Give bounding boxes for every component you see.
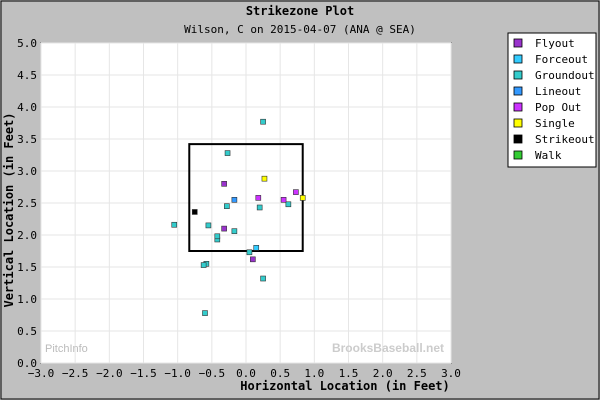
chart-subtitle: Wilson, C on 2015-04-07 (ANA @ SEA) xyxy=(184,23,416,36)
y-tick-label: 1.5 xyxy=(17,261,37,274)
point-groundout xyxy=(200,262,207,268)
y-tick-label: 1.0 xyxy=(17,293,37,306)
y-tick-label: 3.5 xyxy=(17,133,37,146)
x-tick-label: 0.5 xyxy=(270,367,290,380)
legend: Flyout Forceout Groundout Lineout Pop Out Sin… xyxy=(507,32,597,168)
legend-label-single: Single xyxy=(535,117,575,130)
x-tick-label: 3.0 xyxy=(441,367,461,380)
point-groundout xyxy=(202,310,208,316)
point-groundout xyxy=(205,222,212,229)
point-single xyxy=(261,175,268,182)
x-tick-label: −1.5 xyxy=(130,367,157,380)
point-flyout xyxy=(250,256,256,263)
legend-box xyxy=(507,32,597,168)
y-tick-label: 2.0 xyxy=(17,229,37,242)
legend-label-lineout: Lineout xyxy=(535,85,581,98)
x-tick-label: 0.0 xyxy=(236,367,256,380)
x-tick-label: 1.5 xyxy=(339,367,359,380)
legend-label-walk: Walk xyxy=(535,149,562,162)
legend-swatch-forceout xyxy=(513,54,523,64)
point-pop-out xyxy=(280,197,287,203)
point-groundout xyxy=(231,228,238,234)
point-flyout xyxy=(221,181,227,187)
point-flyout xyxy=(221,225,227,232)
y-tick-label: 3.0 xyxy=(17,165,37,178)
x-tick-label: 2.0 xyxy=(373,367,393,380)
legend-label-strikeout: Strikeout xyxy=(535,133,595,146)
point-strikeout xyxy=(191,209,198,215)
x-tick-label: 1.0 xyxy=(304,367,324,380)
y-tick-label: 5.0 xyxy=(17,37,37,50)
y-axis-label: Vertical Location (in Feet) xyxy=(2,112,16,307)
legend-label-forceout: Forceout xyxy=(535,53,588,66)
legend-label-flyout: Flyout xyxy=(535,37,575,50)
x-tick-label: −0.5 xyxy=(199,367,226,380)
x-tick-label: 2.5 xyxy=(407,367,427,380)
point-single xyxy=(299,195,306,201)
x-tick-label: −3.0 xyxy=(28,367,55,380)
x-tick-label: −1.0 xyxy=(164,367,191,380)
point-groundout xyxy=(285,201,292,208)
legend-swatch-single xyxy=(513,118,523,128)
legend-swatch-walk xyxy=(513,150,523,160)
point-lineout xyxy=(231,197,238,203)
point-pop-out xyxy=(255,195,262,201)
grid-lines xyxy=(40,42,452,364)
x-tick-label: −2.0 xyxy=(96,367,123,380)
y-tick-label: 4.0 xyxy=(17,101,37,114)
legend-label-pop-out: Pop Out xyxy=(535,101,581,114)
y-tick-label: 0.0 xyxy=(17,357,37,370)
point-groundout xyxy=(260,275,266,282)
x-tick-labels: −3.0 −2.5 −2.0 −1.5 −1.0 −0.5 0.0 0.5 1.0 1.5 2.0 2… xyxy=(28,367,461,380)
point-groundout xyxy=(214,233,221,240)
point-groundout xyxy=(224,150,231,156)
point-groundout xyxy=(246,249,253,256)
watermark-pitchinfo: PitchInfo xyxy=(45,343,88,355)
legend-swatch-flyout xyxy=(513,38,523,48)
point-pop-out xyxy=(293,189,299,195)
y-tick-label: 4.5 xyxy=(17,69,37,82)
legend-swatch-groundout xyxy=(513,70,523,80)
watermark-brooksbaseball: BrooksBaseball.net xyxy=(332,341,444,355)
legend-swatch-strikeout xyxy=(513,134,523,144)
point-groundout xyxy=(260,118,266,125)
x-tick-label: −2.5 xyxy=(62,367,89,380)
legend-swatch-lineout xyxy=(513,86,523,96)
legend-label-groundout: Groundout xyxy=(535,69,595,82)
point-groundout xyxy=(256,204,263,211)
x-axis-label: Horizontal Location (in Feet) xyxy=(240,379,450,393)
chart-title: Strikezone Plot xyxy=(246,4,354,18)
point-forceout xyxy=(253,245,260,251)
legend-swatch-pop-out xyxy=(513,102,523,112)
y-tick-labels: 0.0 0.5 1.0 1.5 2.0 2.5 3.0 3.5 4.0 4.5 5.0 xyxy=(17,37,37,370)
point-groundout xyxy=(171,221,178,228)
y-tick-label: 0.5 xyxy=(17,325,37,338)
y-tick-label: 2.5 xyxy=(17,197,37,210)
data-points xyxy=(171,118,306,316)
point-groundout xyxy=(224,203,230,209)
